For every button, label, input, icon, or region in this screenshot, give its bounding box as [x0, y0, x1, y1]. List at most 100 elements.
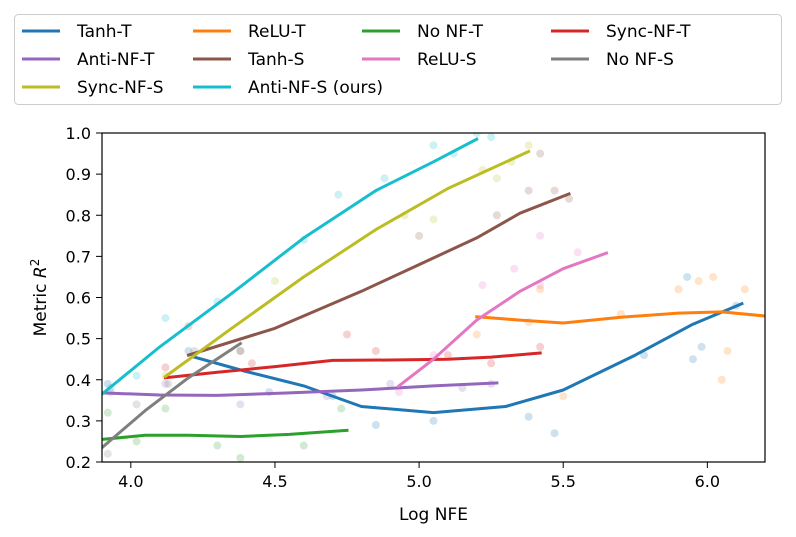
scatter-point-7-1 — [394, 388, 403, 397]
scatter-point-9-2 — [270, 277, 279, 286]
y-tick-label-5: 0.6 — [66, 289, 91, 308]
scatter-point-3-5 — [236, 453, 245, 462]
series-line-3 — [102, 428, 349, 441]
legend-label-5: Anti-NF-T — [77, 50, 155, 70]
scatter-point-7-4 — [510, 264, 519, 273]
series-line-9 — [163, 149, 531, 379]
legend-label-8: No NF-S — [606, 50, 674, 70]
scatter-point-7-5 — [536, 231, 545, 240]
scatter-point-2-4 — [559, 392, 568, 401]
series-line-6 — [186, 191, 571, 357]
legend-label-9: Sync-NF-S — [77, 78, 164, 98]
scatter-point-1-7 — [524, 412, 533, 421]
legend-label-10: Anti-NF-S (ours) — [248, 78, 383, 98]
y-tick-label-6: 0.7 — [66, 247, 91, 266]
x-tick-label-5: 6.0 — [695, 472, 720, 491]
scatter-point-3-6 — [299, 441, 308, 450]
scatter-point-2-1 — [472, 330, 481, 339]
scatter-point-6-7 — [564, 194, 573, 203]
scatter-point-3-4 — [213, 441, 222, 450]
scatter-point-2-10 — [723, 346, 732, 355]
scatter-point-10-11 — [472, 133, 481, 137]
scatter-point-1-11 — [688, 355, 697, 364]
scatter-point-4-3 — [343, 330, 352, 339]
x-tick-label-1: 4.0 — [118, 472, 143, 491]
scatter-point-9-4 — [429, 215, 438, 224]
legend-label-7: ReLU-S — [417, 50, 477, 70]
scatter-point-1-10 — [683, 272, 692, 281]
series-line-2 — [475, 310, 765, 325]
scatter-point-3-2 — [132, 437, 141, 446]
series-line-1 — [192, 301, 744, 415]
scatter-point-3-7 — [337, 404, 346, 413]
legend-label-1: Tanh-T — [76, 22, 132, 42]
y-tick-label-2: 0.3 — [66, 412, 91, 431]
y-axis-label: Metric R2 — [28, 259, 51, 337]
legend: Tanh-T ReLU-T No NF-T Sync-NF-T Anti-NF-T Tan… — [14, 14, 782, 105]
scatter-point-6-2 — [236, 346, 245, 355]
scatter-point-5-2 — [161, 379, 170, 388]
scatter-point-6-4 — [492, 211, 501, 220]
scatter-point-2-11 — [740, 285, 749, 294]
series-line-4 — [163, 351, 542, 380]
legend-label-3: No NF-T — [417, 22, 484, 42]
scatter-point-4-7 — [536, 342, 545, 351]
legend-label-4: Sync-NF-T — [606, 22, 691, 42]
y-tick-label-1: 0.2 — [66, 453, 91, 472]
y-tick-label-8: 0.9 — [66, 165, 91, 184]
scatter-point-2-8 — [709, 272, 718, 281]
scatter-point-2-9 — [717, 375, 726, 384]
x-tick-label-4: 5.5 — [550, 472, 575, 491]
scatter-point-8-1 — [103, 449, 112, 458]
x-tick-label-3: 5.0 — [406, 472, 431, 491]
scatter-point-2-3 — [536, 285, 545, 294]
scatter-point-3-1 — [103, 408, 112, 417]
scatter-point-10-3 — [161, 314, 170, 323]
scatter-point-4-1 — [161, 363, 170, 372]
scatter-point-5-5 — [386, 379, 395, 388]
scatter-point-1-8 — [550, 429, 559, 438]
legend-label-2: ReLU-T — [248, 22, 306, 42]
plot-area: 4.0 4.5 5.0 5.5 6.0 0.2 0.3 0.4 0.5 0.6 0.7 0.8 0.9 1… — [28, 124, 766, 525]
scatter-point-4-2 — [247, 359, 256, 368]
scatter-point-7-6 — [573, 248, 582, 257]
series-line-7 — [396, 251, 609, 389]
scatter-point-10-10 — [487, 133, 496, 142]
series-line-10 — [102, 137, 479, 397]
scatter-point-8-5 — [236, 346, 245, 355]
plot-content — [102, 133, 765, 462]
scatter-point-4-6 — [487, 359, 496, 368]
y-tick-label-7: 0.8 — [66, 206, 91, 225]
scatter-point-6-5 — [524, 186, 533, 195]
scatter-point-9-7 — [492, 174, 501, 183]
scatter-point-4-5 — [443, 351, 452, 360]
scatter-point-2-6 — [674, 285, 683, 294]
scatter-point-9-6 — [524, 141, 533, 150]
y-tick-label-9: 1.0 — [66, 124, 91, 143]
series-line-5 — [102, 381, 499, 397]
scatter-point-10-7 — [380, 174, 389, 183]
scatter-point-6-6 — [550, 186, 559, 195]
scatter-point-6-8 — [536, 149, 545, 158]
scatter-point-10-6 — [334, 190, 343, 199]
scatter-point-6-3 — [415, 231, 424, 240]
x-tick-label-2: 4.5 — [262, 472, 287, 491]
scatter-point-8-2 — [132, 400, 141, 409]
y-tick-label-3: 0.4 — [66, 371, 91, 390]
scatter-point-1-12 — [697, 342, 706, 351]
scatter-point-10-8 — [429, 141, 438, 150]
scatter-point-8-3 — [164, 379, 173, 388]
scatter-point-10-2 — [132, 371, 141, 380]
scatter-point-4-4 — [371, 346, 380, 355]
scatter-point-1-6 — [429, 416, 438, 425]
scatter-point-3-3 — [161, 404, 170, 413]
series-line-8 — [102, 341, 243, 450]
legend-label-6: Tanh-S — [247, 50, 304, 70]
y-tick-label-4: 0.5 — [66, 330, 91, 349]
scatter-point-7-3 — [478, 281, 487, 290]
scatter-point-1-5 — [371, 420, 380, 429]
scatter-point-5-3 — [236, 400, 245, 409]
x-axis-label: Log NFE — [399, 505, 468, 525]
scatter-point-2-7 — [694, 277, 703, 286]
